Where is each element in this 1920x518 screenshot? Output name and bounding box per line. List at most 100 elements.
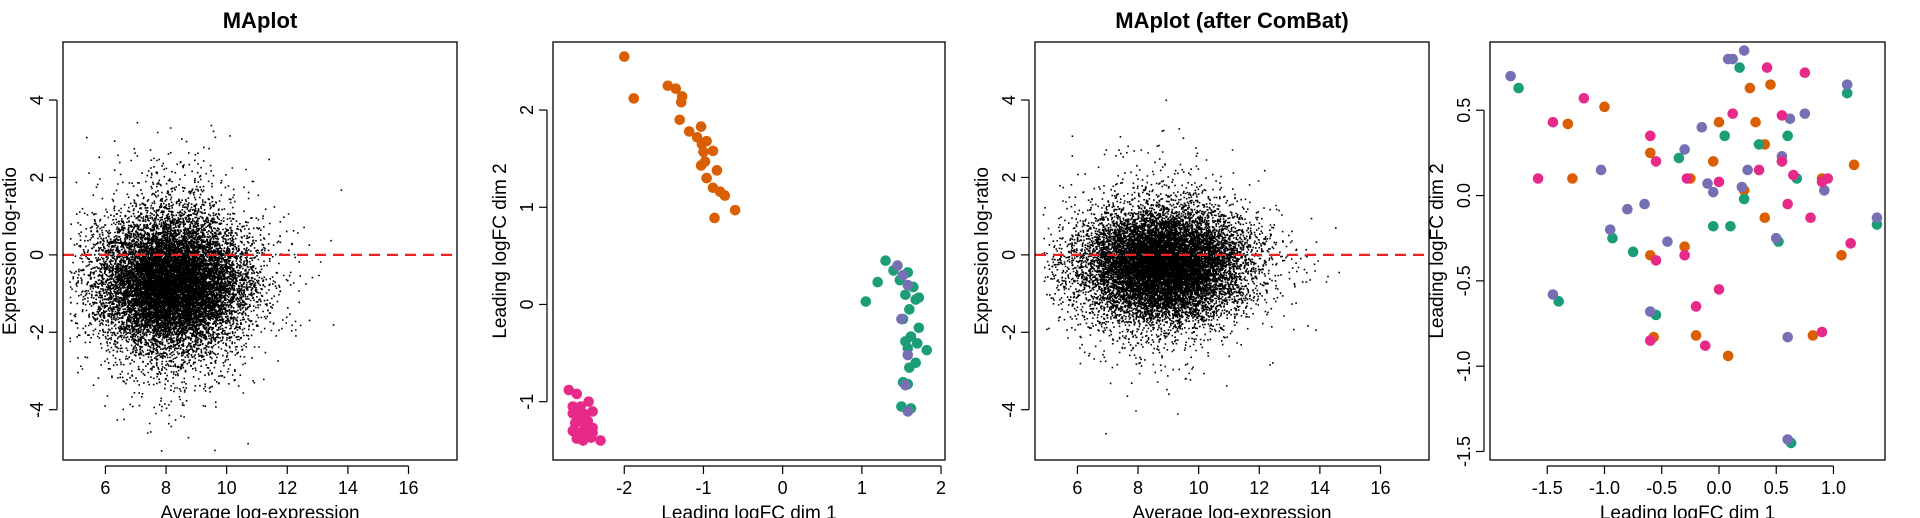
sample-point-purple bbox=[1644, 306, 1656, 317]
sample-point-green bbox=[1673, 152, 1685, 164]
y-tick-label: 2 bbox=[517, 105, 537, 115]
panel-maplot-before: 6 8 10 12 14 16 -4 -2 0 2 4 Average log-expression E… bbox=[0, 8, 458, 518]
y-axis-label: Leading logFC dim 2 bbox=[1427, 163, 1448, 338]
sample-point-purple bbox=[1782, 434, 1793, 445]
x-tick-label: 10 bbox=[217, 478, 237, 498]
sample-point-orange bbox=[1599, 101, 1610, 113]
data-points bbox=[563, 51, 933, 446]
y-axis: -1.5 -1.0 -0.5 0.0 0.5 bbox=[1454, 98, 1485, 467]
sample-point-green bbox=[1841, 87, 1853, 99]
plot-frame bbox=[1034, 41, 1430, 461]
panel-maplot-after-combat: 6 8 10 12 14 16 -4 -2 0 2 4 Average log-expression E… bbox=[972, 8, 1430, 518]
sample-point-magenta bbox=[1776, 110, 1788, 121]
sample-point-orange bbox=[699, 156, 711, 167]
x-tick-label: 16 bbox=[1370, 478, 1390, 498]
x-tick-label: 12 bbox=[277, 478, 297, 498]
chart-title: MAplot bbox=[223, 8, 298, 33]
data-points bbox=[1505, 45, 1883, 449]
sample-point-green bbox=[1782, 130, 1793, 142]
sample-point-orange bbox=[1567, 173, 1578, 184]
sample-point-orange bbox=[1765, 79, 1776, 90]
y-tick-label: -4 bbox=[27, 402, 47, 418]
sample-point-magenta bbox=[1727, 108, 1739, 119]
x-tick-label: -1.0 bbox=[1589, 478, 1620, 498]
y-tick-label: 4 bbox=[27, 95, 47, 105]
sample-point-magenta bbox=[1788, 169, 1799, 181]
sample-point-orange bbox=[698, 146, 709, 158]
sample-point-magenta bbox=[1644, 335, 1656, 346]
x-tick-label: 6 bbox=[1072, 478, 1082, 498]
sample-point-purple bbox=[896, 313, 907, 325]
y-tick-label: -4 bbox=[999, 402, 1019, 418]
sample-point-purple bbox=[1738, 45, 1750, 56]
sample-point-purple bbox=[1871, 212, 1883, 224]
sample-point-magenta bbox=[1776, 156, 1788, 167]
sample-point-magenta bbox=[571, 388, 583, 400]
sample-point-magenta bbox=[567, 408, 579, 419]
gene-point-cloud bbox=[69, 121, 343, 452]
sample-point-orange bbox=[1679, 241, 1690, 253]
y-tick-label: 2 bbox=[27, 172, 47, 182]
gene-point-cloud bbox=[1041, 99, 1340, 435]
y-tick-label: 0.0 bbox=[1454, 183, 1474, 208]
sample-point-magenta bbox=[1679, 249, 1690, 261]
x-axis-label: Average log-expression bbox=[160, 503, 359, 518]
y-tick-label: 0 bbox=[27, 250, 47, 260]
sample-point-green bbox=[860, 296, 872, 307]
sample-point-magenta bbox=[1650, 156, 1662, 167]
x-axis-label: Average log-expression bbox=[1132, 503, 1331, 518]
series-orange bbox=[618, 51, 741, 224]
sample-point-magenta bbox=[1753, 164, 1765, 176]
plot-frame bbox=[1489, 41, 1886, 461]
sample-point-magenta bbox=[1532, 173, 1544, 184]
x-axis-label: Leading logFC dim 1 bbox=[1600, 503, 1775, 518]
data-points bbox=[1041, 99, 1340, 435]
sample-point-magenta bbox=[1816, 326, 1828, 338]
y-tick-label: 2 bbox=[999, 172, 1019, 182]
sample-point-green bbox=[904, 304, 915, 315]
x-tick-label: -0.5 bbox=[1646, 478, 1677, 498]
y-axis: -1 0 1 2 bbox=[517, 105, 548, 410]
sample-point-magenta bbox=[1845, 238, 1856, 249]
x-tick-label: 6 bbox=[100, 478, 110, 498]
panel-mds-before: -2 -1 0 1 2 -1 0 1 2 Leading logFC dim 1 Leading l… bbox=[490, 41, 946, 518]
sample-point-magenta bbox=[1650, 255, 1662, 266]
sample-point-orange bbox=[676, 91, 688, 102]
x-tick-label: 10 bbox=[1189, 478, 1209, 498]
sample-point-magenta bbox=[1547, 116, 1559, 128]
y-tick-label: 0 bbox=[999, 250, 1019, 260]
sample-point-purple bbox=[1505, 70, 1516, 82]
sample-point-magenta bbox=[1761, 62, 1773, 73]
sample-point-purple bbox=[1727, 53, 1739, 65]
y-axis-label: Expression log-ratio bbox=[972, 167, 993, 335]
sample-point-orange bbox=[1562, 118, 1574, 130]
y-axis: -4 -2 0 2 4 bbox=[27, 95, 58, 418]
sample-point-orange bbox=[1707, 156, 1719, 167]
x-tick-label: 8 bbox=[1133, 478, 1143, 498]
sample-point-magenta bbox=[1816, 176, 1828, 188]
sample-point-purple bbox=[1639, 198, 1650, 210]
x-axis: 6 8 10 12 14 16 bbox=[100, 465, 419, 498]
sample-point-green bbox=[1719, 130, 1731, 142]
sample-point-purple bbox=[1604, 224, 1616, 235]
sample-point-magenta bbox=[563, 384, 575, 396]
x-tick-label: 14 bbox=[338, 478, 358, 498]
sample-point-orange bbox=[711, 165, 723, 176]
sample-point-purple bbox=[1662, 236, 1673, 247]
y-tick-label: 1 bbox=[517, 202, 537, 212]
sample-point-purple bbox=[892, 260, 903, 271]
sample-point-orange bbox=[628, 93, 640, 104]
sample-point-orange bbox=[1713, 116, 1725, 128]
series-magenta bbox=[563, 384, 606, 446]
x-tick-label: -1 bbox=[695, 478, 711, 498]
sample-point-magenta bbox=[595, 435, 606, 446]
sample-point-green bbox=[913, 322, 925, 334]
x-axis: -1.5 -1.0 -0.5 0.0 0.5 1.0 bbox=[1532, 465, 1846, 498]
sample-point-purple bbox=[902, 406, 914, 417]
sample-point-green bbox=[911, 338, 923, 349]
sample-point-purple bbox=[1742, 164, 1753, 176]
sample-point-magenta bbox=[1690, 301, 1702, 312]
sample-point-magenta bbox=[1699, 340, 1711, 351]
sample-point-orange bbox=[1836, 249, 1847, 261]
